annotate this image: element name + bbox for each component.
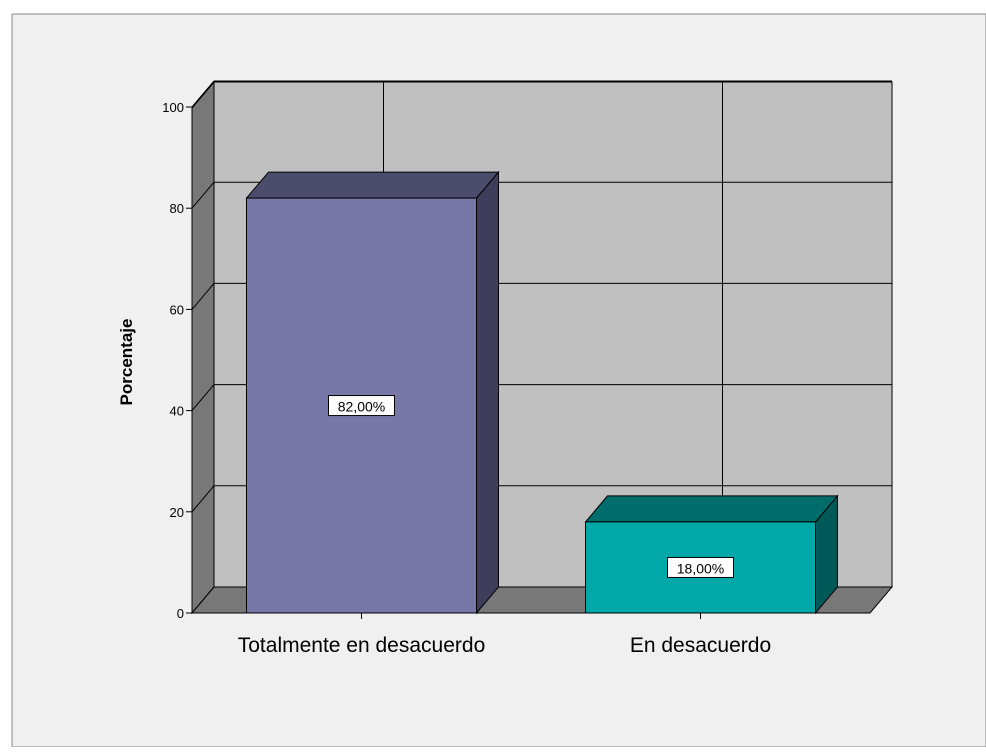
data-label-box: [328, 395, 395, 417]
data-label-box: [667, 556, 734, 578]
y-tick-label: 80: [170, 201, 184, 216]
y-tick-label: 40: [170, 404, 184, 419]
x-tick-label: En desacuerdo: [630, 634, 771, 657]
y-axis-label: Porcentaje: [117, 319, 136, 406]
side-wall: [191, 80, 215, 615]
data-label: 82,00%: [338, 399, 385, 415]
bar-group: 82,00%: [245, 170, 500, 615]
data-label: 18,00%: [677, 560, 724, 576]
gridline-side: [191, 384, 215, 411]
gridline-side: [191, 485, 215, 513]
y-tick-label: 60: [170, 302, 184, 317]
bar-top: [584, 495, 839, 523]
bar-top: [245, 171, 500, 199]
x-tick-label: Totalmente en desacuerdo: [238, 634, 486, 657]
y-tick-label: 0: [177, 606, 184, 621]
gridline-side: [191, 283, 215, 310]
bar-group: 18,00%: [584, 494, 839, 615]
gridline-side: [191, 80, 215, 108]
gridline-side: [191, 181, 215, 209]
y-tick-label: 100: [162, 100, 184, 115]
y-tick-label: 20: [170, 505, 184, 520]
bar-side: [476, 170, 499, 615]
